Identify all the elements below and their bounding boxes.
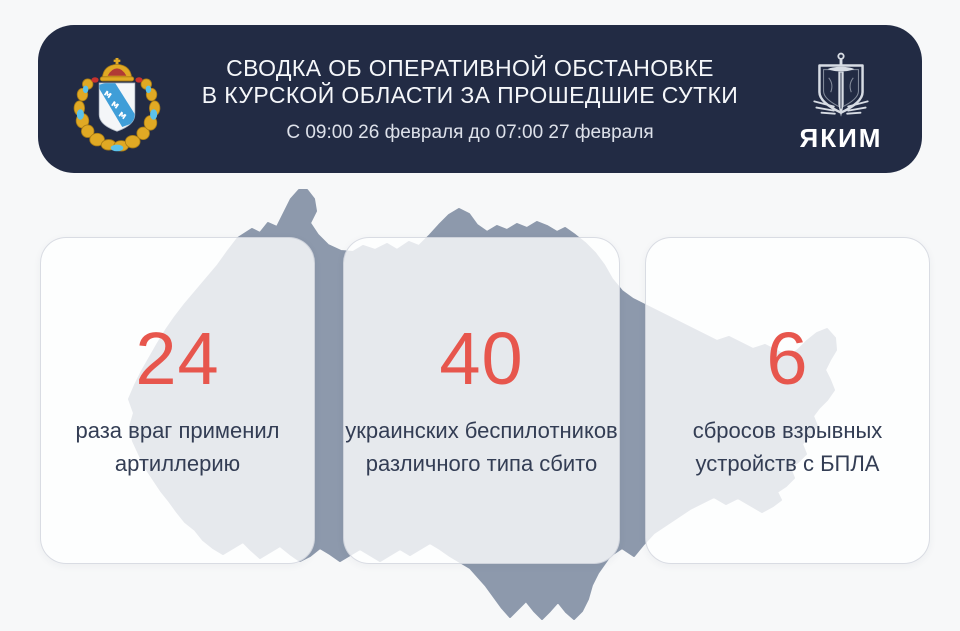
shield-sword-icon	[813, 52, 869, 117]
stat-value: 40	[439, 316, 524, 400]
brand-name: ЯКИМ	[799, 123, 883, 153]
header-titles: СВОДКА ОБ ОПЕРАТИВНОЙ ОБСТАНОВКЕ В КУРСК…	[168, 25, 772, 173]
title-line-2: В КУРСКОЙ ОБЛАСТИ ЗА ПРОШЕДШИЕ СУТКИ	[201, 81, 739, 108]
stat-label-line: различного типа сбито	[365, 450, 598, 476]
stat-label-line: сбросов взрывных	[692, 417, 883, 443]
stat-card-drones: 40 украинских беспилотников различного т…	[343, 237, 620, 564]
stat-label: украинских беспилотников различного типа…	[345, 414, 618, 480]
stat-label-line: устройств с БПЛА	[695, 450, 880, 476]
header-banner: м м м СВОДКА ОБ ОПЕРАТИВНОЙ ОБСТАНОВКЕ В…	[38, 25, 922, 173]
stat-label: сбросов взрывных устройств с БПЛА	[693, 414, 883, 480]
kursk-coat-of-arms-icon: м м м	[73, 57, 161, 152]
report-period: С 09:00 26 февраля до 07:00 27 февраля	[286, 121, 654, 143]
title-line-1: СВОДКА ОБ ОПЕРАТИВНОЙ ОБСТАНОВКЕ	[226, 54, 714, 81]
stat-label-line: раза враг применил	[75, 417, 280, 443]
stat-card-uav-drops: 6 сбросов взрывных устройств с БПЛА	[645, 237, 930, 564]
stat-label-line: украинских беспилотников	[345, 417, 618, 443]
stat-label-line: артиллерию	[114, 450, 241, 476]
stat-value: 6	[766, 316, 809, 400]
yakim-logo: ЯКИМ	[782, 51, 900, 154]
stat-value: 24	[135, 316, 220, 400]
stat-label: раза враг применил артиллерию	[75, 414, 279, 480]
stat-card-artillery: 24 раза враг применил артиллерию	[40, 237, 315, 564]
